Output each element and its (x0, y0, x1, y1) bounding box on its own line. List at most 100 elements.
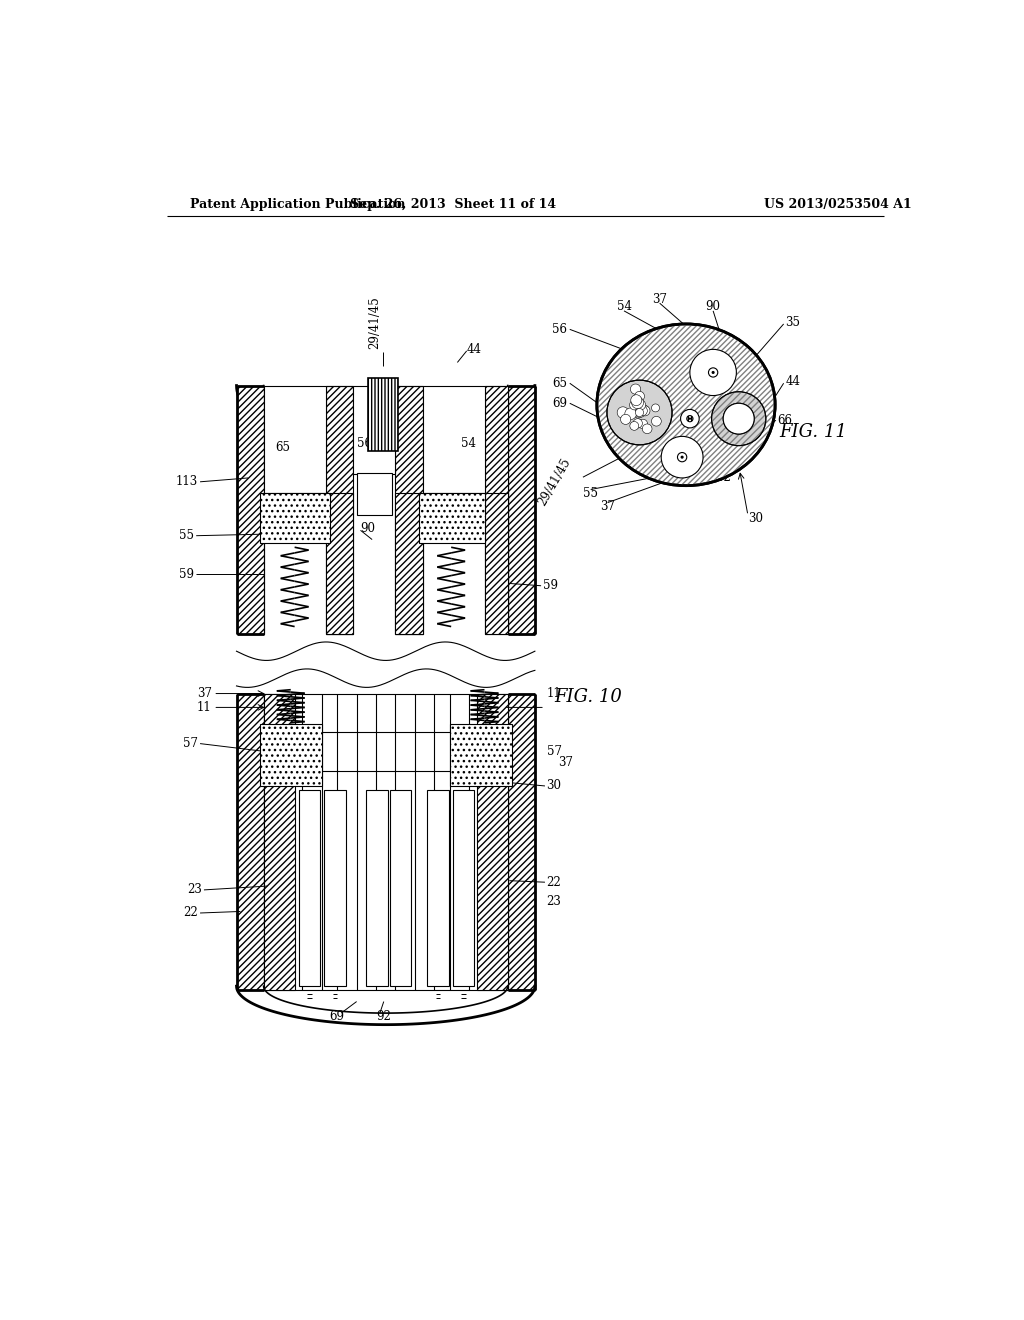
Bar (427, 789, 449, 986)
Text: US 2013/0253504 A1: US 2013/0253504 A1 (764, 198, 911, 211)
Bar (352, 385, 395, 474)
Circle shape (637, 405, 647, 416)
Circle shape (633, 418, 642, 428)
Circle shape (621, 414, 631, 425)
Circle shape (689, 417, 691, 420)
Circle shape (642, 424, 652, 433)
Bar (326, 494, 352, 635)
Bar (423, 385, 484, 494)
Text: 90: 90 (360, 521, 376, 535)
Text: 55: 55 (584, 487, 598, 500)
Text: 44: 44 (785, 375, 800, 388)
Circle shape (651, 416, 662, 426)
Bar (324, 789, 346, 986)
Circle shape (635, 408, 643, 417)
Bar (260, 725, 322, 785)
Text: 66: 66 (777, 413, 793, 426)
Text: 59: 59 (179, 568, 194, 581)
Bar (419, 494, 484, 544)
Text: 37: 37 (600, 500, 615, 513)
Bar (484, 385, 508, 635)
Circle shape (639, 405, 649, 414)
Text: 69: 69 (330, 1010, 345, 1023)
Text: FIG. 10: FIG. 10 (554, 689, 623, 706)
Bar (260, 494, 330, 544)
Text: 23: 23 (547, 895, 561, 908)
Text: 22: 22 (183, 907, 198, 920)
Circle shape (712, 392, 766, 446)
Text: 30: 30 (748, 512, 763, 525)
Text: 37: 37 (558, 756, 573, 770)
Text: 11: 11 (547, 686, 561, 700)
Bar (508, 693, 535, 990)
Text: 29/41/45: 29/41/45 (369, 297, 381, 350)
Circle shape (709, 368, 718, 378)
Text: 23: 23 (186, 883, 202, 896)
Bar (395, 494, 423, 635)
Bar (263, 693, 508, 990)
Bar (484, 494, 508, 635)
Circle shape (630, 421, 639, 430)
Text: 22: 22 (547, 875, 561, 888)
Circle shape (617, 407, 629, 418)
Bar (263, 693, 295, 990)
Text: FIG. 11: FIG. 11 (779, 422, 847, 441)
Circle shape (631, 384, 641, 395)
Circle shape (635, 400, 645, 411)
Circle shape (640, 405, 650, 416)
Bar (237, 385, 263, 635)
Bar (389, 789, 412, 986)
Bar (450, 725, 512, 785)
Text: 54: 54 (616, 300, 632, 313)
Text: 57: 57 (547, 744, 561, 758)
Circle shape (632, 397, 643, 409)
Circle shape (635, 407, 645, 417)
Bar (508, 385, 535, 635)
Text: 37: 37 (197, 686, 212, 700)
Text: 59: 59 (543, 579, 558, 593)
Text: 90: 90 (706, 300, 721, 313)
Bar (237, 693, 263, 990)
Text: 37: 37 (652, 293, 668, 306)
Bar (477, 693, 508, 990)
Text: 11: 11 (197, 701, 212, 714)
Text: Patent Application Publication: Patent Application Publication (190, 198, 406, 211)
Text: 54: 54 (461, 437, 476, 450)
Bar (369, 378, 397, 451)
Circle shape (631, 395, 642, 405)
Ellipse shape (597, 323, 775, 486)
Circle shape (630, 400, 639, 411)
Text: 57: 57 (182, 737, 198, 750)
Text: Sep. 26, 2013  Sheet 11 of 14: Sep. 26, 2013 Sheet 11 of 14 (350, 198, 557, 211)
Text: 44: 44 (467, 343, 481, 356)
Text: 113: 113 (175, 475, 198, 488)
Circle shape (662, 437, 703, 478)
Circle shape (723, 404, 755, 434)
Bar (299, 789, 321, 986)
Circle shape (625, 408, 637, 420)
Bar (326, 385, 352, 635)
Text: 29/41/45: 29/41/45 (536, 455, 573, 508)
Text: 92: 92 (376, 1010, 391, 1023)
Bar (263, 385, 326, 494)
Circle shape (723, 404, 755, 434)
Text: 35: 35 (785, 315, 800, 329)
Bar (453, 789, 474, 986)
Bar (395, 385, 423, 635)
Circle shape (651, 404, 659, 412)
Circle shape (638, 420, 647, 429)
Circle shape (633, 408, 642, 417)
Circle shape (635, 391, 644, 401)
Circle shape (712, 371, 715, 374)
Circle shape (634, 409, 643, 418)
Circle shape (681, 409, 699, 428)
Circle shape (678, 453, 687, 462)
Circle shape (681, 455, 684, 459)
Circle shape (607, 380, 672, 445)
Text: 69: 69 (552, 397, 567, 409)
Bar (356, 473, 391, 515)
Circle shape (690, 350, 736, 396)
Text: 65: 65 (552, 376, 567, 389)
Text: 65: 65 (275, 441, 290, 454)
Text: 56: 56 (356, 437, 372, 450)
